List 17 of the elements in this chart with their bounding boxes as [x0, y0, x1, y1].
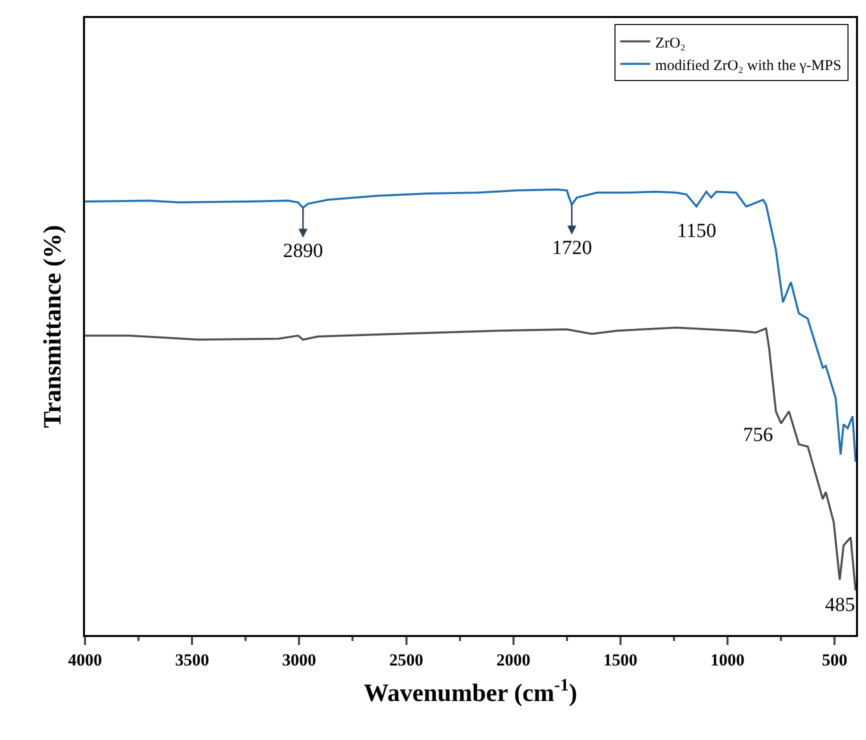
annotation: 485 — [825, 594, 855, 616]
annotation: 756 — [743, 424, 773, 446]
legend-label: modified ZrO₂ with the γ-MPS — [655, 58, 842, 74]
x-tick-label: 1000 — [710, 650, 744, 670]
y-axis-title: Transmittance (%) — [39, 225, 66, 428]
x-tick-label: 2500 — [389, 650, 424, 670]
x-tick-label: 3500 — [175, 650, 210, 670]
x-tick-label: 4000 — [68, 650, 102, 670]
x-tick-label: 3000 — [282, 650, 316, 670]
x-tick-label: 2000 — [496, 650, 530, 670]
annotation: 1150 — [677, 220, 716, 242]
legend-label: ZrO₂ — [655, 35, 686, 52]
x-axis-title: Wavenumber (cm$^{-1}$) — [364, 674, 578, 707]
x-tick-label: 500 — [822, 650, 848, 670]
x-tick-label: 1500 — [603, 650, 638, 670]
annotation: 1720 — [552, 237, 592, 259]
annotation: 2890 — [283, 240, 323, 262]
